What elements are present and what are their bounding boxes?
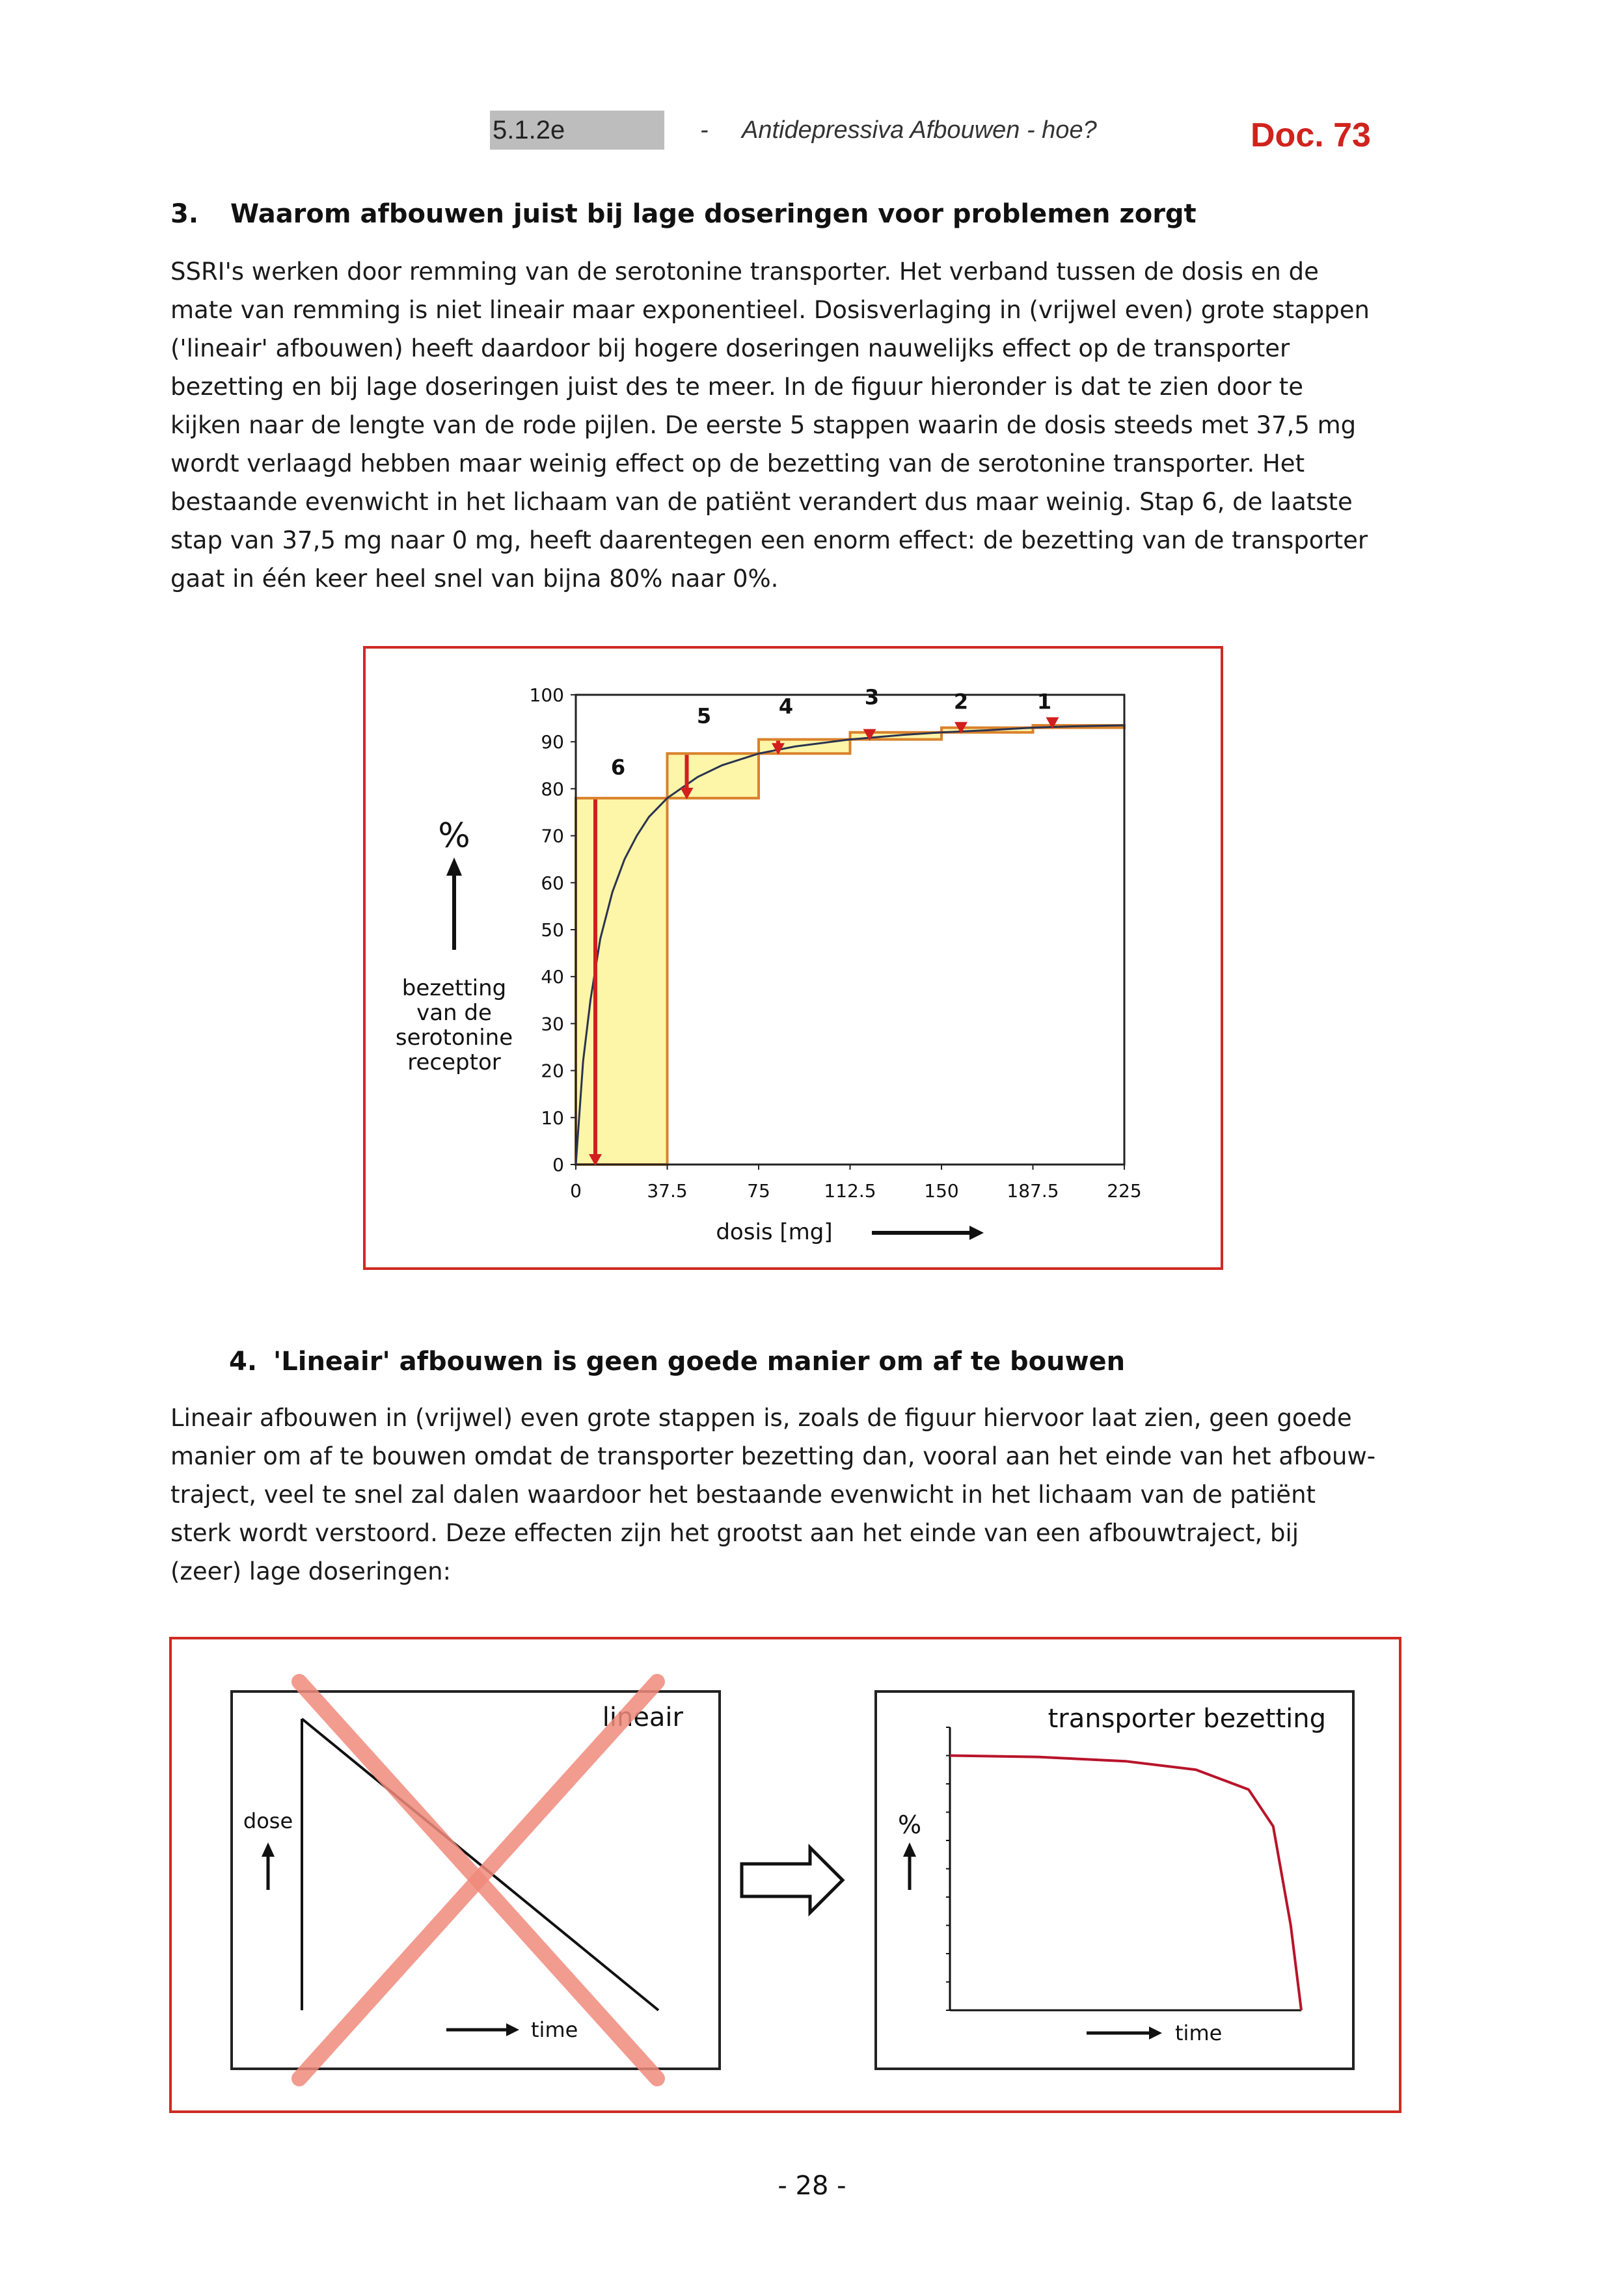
y-tick-label: 50 (541, 919, 564, 941)
paragraph-line: traject, veel te snel zal dalen waardoor… (170, 1481, 1316, 1509)
occupancy-panel-frame (874, 1690, 1355, 2070)
occupancy-x-arrow-head-icon (1149, 2027, 1162, 2040)
occupancy-y-label: % (898, 1811, 921, 1839)
x-tick-label: 112.5 (824, 1180, 876, 1202)
x-axis-arrow-head-icon (969, 1226, 984, 1240)
implies-arrow-icon (740, 1843, 845, 1917)
occupancy-x-label: time (1175, 2021, 1222, 2045)
section-4-title: 'Lineair' afbouwen is geen goede manier … (273, 1347, 1126, 1377)
paragraph-line: bestaande evenwicht in het lichaam van d… (170, 488, 1353, 516)
page-number: - 28 - (778, 2171, 846, 2201)
cross-out-mark (291, 1674, 665, 2086)
step-box-4 (757, 738, 852, 755)
paragraph-line: wordt verlaagd hebben maar weinig effect… (170, 450, 1305, 478)
step-label: 1 (1037, 690, 1051, 714)
lineair-x-label: time (531, 2017, 578, 2042)
section-3-number: 3. (170, 199, 199, 229)
paragraph-line: mate van remming is niet lineair maar ex… (170, 296, 1370, 324)
step-arrow-head-icon (680, 787, 694, 800)
doc-number-label: Doc. 73 (1251, 116, 1371, 154)
figure-1-frame (363, 646, 1223, 1270)
paragraph-line: gaat in één keer heel snel van bijna 80%… (170, 565, 779, 593)
step-arrow-head-icon (863, 729, 876, 741)
y-tick-label: 30 (541, 1013, 564, 1034)
step-box-5 (666, 752, 760, 800)
x-tick-label: 225 (1107, 1180, 1141, 1202)
y-tick-label: 90 (541, 731, 564, 753)
y-axis-arrow-head-icon (446, 857, 462, 876)
y-tick-label: 70 (541, 826, 564, 847)
x-axis-label: dosis [mg] (716, 1219, 832, 1245)
paragraph-line: bezetting en bij lage doseringen juist d… (170, 373, 1303, 401)
step-label: 6 (611, 755, 625, 780)
step-box-3 (848, 731, 943, 741)
section-4-number: 4. (229, 1347, 258, 1377)
lineair-panel-title: lineair (602, 1703, 684, 1732)
y-axis-percent-symbol: % (438, 816, 470, 855)
paragraph-line: sterk wordt verstoord. Deze effecten zij… (170, 1519, 1299, 1547)
y-axis-label-line: serotonine (396, 1025, 513, 1051)
step-arrow-head-icon (772, 743, 785, 755)
paragraph-line: (zeer) lage doseringen: (170, 1557, 452, 1585)
paragraph-line: ('lineair' afbouwen) heeft daardoor bij … (170, 334, 1290, 362)
step-box-6 (575, 796, 669, 1166)
lineair-y-label: dose (243, 1809, 293, 1833)
section-3-paragraph: SSRI's werken door remming van de seroto… (170, 252, 1370, 598)
y-tick-label: 40 (541, 966, 564, 988)
occupancy-curve (575, 724, 1125, 1165)
section-4-paragraph: Lineair afbouwen in (vrijwel) even grote… (170, 1399, 1375, 1591)
step-label: 3 (865, 684, 879, 709)
occupancy-decline-curve (949, 1754, 1303, 2011)
y-tick-label: 20 (541, 1060, 564, 1082)
figure-2-frame (169, 1637, 1401, 2113)
paragraph-line: manier om af te bouwen omdat de transpor… (170, 1442, 1376, 1470)
lineair-x-arrow-head-icon (506, 2023, 519, 2036)
step-box-2 (940, 726, 1035, 734)
document-code: 5.1.2e (490, 111, 664, 150)
paragraph-line: Lineair afbouwen in (vrijwel) even grote… (170, 1404, 1352, 1432)
step-label: 4 (779, 694, 793, 719)
step-arrow-head-icon (954, 721, 968, 734)
cross-out-mark (291, 1674, 665, 2086)
section-4-heading: 4. 'Lineair' afbouwen is geen goede manie… (229, 1345, 1125, 1378)
x-tick-label: 37.5 (647, 1180, 687, 1202)
header-separator: - (700, 116, 709, 144)
y-tick-label: 60 (541, 872, 564, 894)
x-tick-label: 0 (570, 1180, 582, 1202)
section-3-title: Waarom afbouwen juist bij lage doseringe… (230, 199, 1197, 229)
y-tick-label: 0 (552, 1154, 564, 1176)
y-tick-label: 80 (541, 778, 564, 800)
step-label: 5 (697, 703, 711, 728)
paragraph-line: stap van 37,5 mg naar 0 mg, heeft daaren… (170, 526, 1368, 554)
chart-1-frame (575, 694, 1126, 1166)
y-axis-label-line: van de (416, 1000, 492, 1026)
y-axis-label-line: receptor (407, 1049, 500, 1075)
step-arrow-head-icon (589, 1154, 602, 1166)
y-tick-label: 100 (530, 684, 564, 706)
y-axis-label-line: bezetting (402, 975, 507, 1001)
header-title: Antidepressiva Afbouwen - hoe? (742, 116, 1097, 144)
step-box-1 (1031, 723, 1126, 729)
y-tick-label: 10 (541, 1107, 564, 1129)
section-3-heading: 3. Waarom afbouwen juist bij lage doserin… (170, 198, 1197, 230)
x-tick-label: 150 (924, 1180, 958, 1202)
x-tick-label: 187.5 (1007, 1180, 1059, 1202)
occupancy-plot (946, 1727, 1303, 2012)
lineair-y-arrow-head-icon (262, 1842, 275, 1857)
step-arrow-head-icon (1046, 717, 1059, 729)
lineair-dose-line (301, 1717, 660, 2012)
paragraph-line: kijken naar de lengte van de rode pijlen… (170, 411, 1357, 439)
lineair-panel-frame (230, 1690, 721, 2070)
occupancy-panel-title: transporter bezetting (1048, 1704, 1326, 1734)
x-tick-label: 75 (747, 1180, 770, 1202)
paragraph-line: SSRI's werken door remming van de seroto… (170, 258, 1319, 286)
occupancy-y-arrow-head-icon (903, 1842, 916, 1857)
step-label: 2 (954, 690, 968, 714)
